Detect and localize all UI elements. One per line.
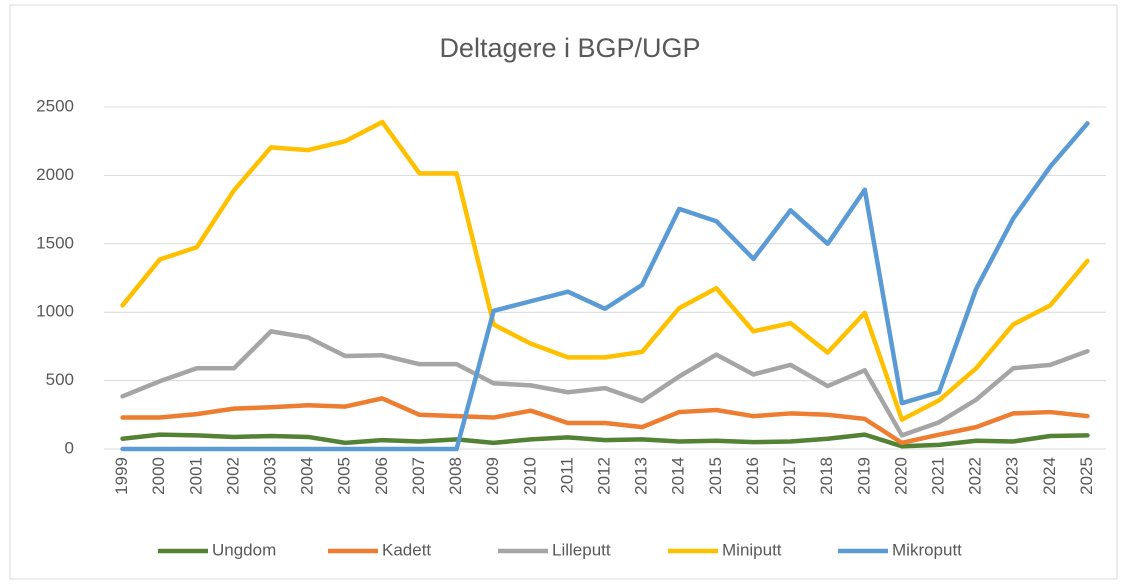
x-tick-label: 2022 [966,457,985,495]
x-tick-label: 2024 [1040,457,1059,495]
x-tick-label: 2020 [891,457,910,495]
x-tick-label: 2021 [928,457,947,495]
legend-label: Miniputt [722,540,782,559]
legend-label: Kadett [382,540,431,559]
series-line [120,329,1090,438]
x-tick-label: 2014 [669,457,688,495]
x-tick-label: 2002 [223,457,242,495]
y-tick-label: 1000 [36,302,74,321]
legend-label: Ungdom [212,540,276,559]
x-tick-label: 2023 [1003,457,1022,495]
x-tick-label: 2016 [743,457,762,495]
x-tick-label: 2006 [372,457,391,495]
x-tick-label: 2000 [149,457,168,495]
x-tick-label: 2005 [335,457,354,495]
x-tick-label: 2018 [817,457,836,495]
y-tick-label: 0 [65,438,74,457]
x-tick-label: 2008 [446,457,465,495]
x-tick-label: 2025 [1077,457,1096,495]
x-tick-label: 2013 [632,457,651,495]
series-line [120,432,1090,449]
y-tick-label: 2500 [36,96,74,115]
series-line [120,119,1090,422]
x-tick-label: 1999 [112,457,131,495]
legend-label: Mikroputt [892,540,962,559]
y-tick-label: 500 [46,370,74,389]
x-tick-label: 2010 [520,457,539,495]
x-tick-label: 2019 [854,457,873,495]
y-tick-label: 2000 [36,165,74,184]
x-tick-label: 2011 [557,457,576,494]
x-tick-label: 2017 [780,457,799,495]
y-tick-label: 1500 [36,233,74,252]
chart-title: Deltagere i BGP/UGP [439,33,700,63]
x-tick-label: 2012 [594,457,613,495]
x-tick-label: 2003 [260,457,279,495]
series-line [120,396,1090,446]
x-tick-label: 2015 [706,457,725,495]
x-tick-label: 2001 [186,457,205,495]
series-line [120,121,1090,452]
x-tick-label: 2007 [409,457,428,495]
x-tick-label: 2004 [298,457,317,495]
legend-label: Lilleputt [552,540,611,559]
x-tick-label: 2009 [483,457,502,495]
